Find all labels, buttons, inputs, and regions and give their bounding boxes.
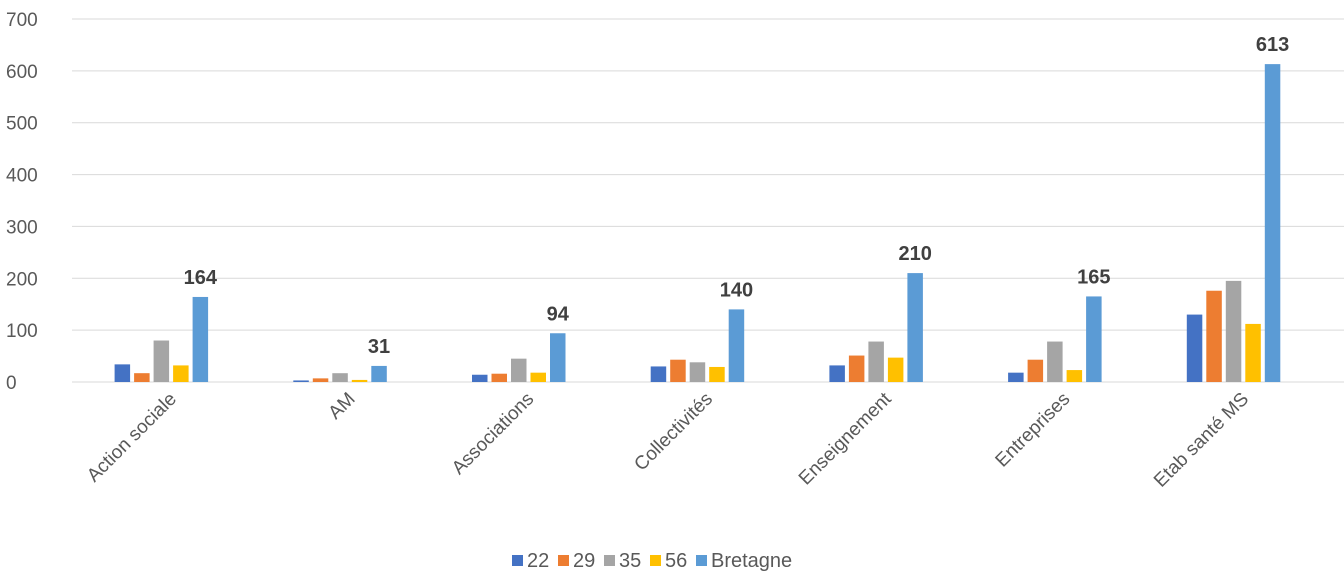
bar-29 (1206, 290, 1222, 382)
bar-35 (1047, 341, 1063, 382)
bar-22 (650, 366, 667, 382)
bar-29 (1027, 359, 1044, 382)
bar-56 (351, 379, 368, 382)
data-label: 31 (368, 336, 390, 358)
data-label: 613 (1256, 34, 1289, 56)
legend-swatch-35 (604, 555, 615, 566)
legend-label: 35 (619, 550, 641, 572)
y-tick-label: 700 (6, 10, 38, 31)
data-label: 140 (720, 279, 753, 301)
x-tick-label: AM (325, 389, 360, 424)
bar-bretagne (371, 365, 387, 382)
legend-label: Bretagne (711, 550, 792, 572)
legend-label: 56 (665, 550, 687, 572)
y-tick-label: 300 (6, 217, 38, 238)
y-tick-label: 500 (6, 114, 38, 135)
data-labels: 1643194140210165613271329 (184, 34, 1290, 358)
x-tick-label: Entreprises (992, 389, 1075, 472)
bar-29 (312, 378, 329, 382)
legend-swatch-56 (650, 555, 661, 566)
legend-label: 29 (573, 550, 595, 572)
bar-56 (530, 372, 546, 382)
bar-bretagne (192, 296, 209, 382)
bar-56 (1066, 370, 1083, 382)
y-axis: 0 100 200 300 400 500 600 700 (6, 10, 38, 394)
bar-29 (491, 373, 507, 382)
bar-bretagne (907, 273, 923, 382)
y-tick-label: 100 (6, 321, 38, 342)
bars (114, 64, 1281, 382)
bar-35 (332, 373, 348, 382)
x-tick-label: Associations (448, 389, 538, 479)
x-axis: Action sociale AM Associations Collectivité… (83, 388, 1253, 492)
bar-56 (709, 366, 725, 382)
bar-35 (868, 341, 884, 382)
bar-bretagne (728, 309, 745, 382)
y-tick-label: 0 (6, 373, 17, 394)
bar-22 (293, 380, 309, 382)
bar-56 (173, 365, 189, 382)
x-tick-label: Etab santé MS (1150, 389, 1253, 492)
x-tick-label: Enseignement (795, 388, 896, 489)
bar-56 (1245, 323, 1261, 382)
bar-22 (472, 374, 488, 382)
y-tick-label: 400 (6, 166, 38, 187)
legend-swatch-22 (512, 555, 523, 566)
bar-35 (1225, 280, 1242, 382)
data-label: 165 (1077, 266, 1110, 288)
y-tick-label: 600 (6, 62, 38, 83)
gridlines (72, 18, 1344, 331)
legend-swatch-29 (558, 555, 569, 566)
data-label: 94 (547, 303, 570, 325)
bar-bretagne (550, 333, 566, 382)
y-tick-label: 200 (6, 269, 38, 290)
x-tick-label: Action sociale (83, 389, 181, 487)
bar-35 (689, 362, 706, 382)
bar-22 (1008, 372, 1024, 382)
x-tick-label: Collectivités (630, 389, 717, 476)
bar-56 (887, 357, 904, 382)
bar-bretagne (1086, 296, 1102, 382)
bar-bretagne (1264, 64, 1281, 382)
legend-label: 22 (527, 550, 549, 572)
legend: 22 29 35 56 Bretagne (512, 550, 792, 572)
bar-29 (670, 359, 686, 382)
data-label: 210 (898, 243, 931, 265)
bar-22 (1186, 314, 1203, 382)
bar-35 (153, 340, 170, 382)
bar-29 (134, 373, 150, 382)
bar-22 (114, 364, 131, 382)
legend-swatch-bretagne (696, 555, 707, 566)
data-label: 164 (184, 267, 218, 289)
bar-29 (848, 355, 865, 382)
bar-35 (511, 358, 527, 382)
bar-22 (829, 365, 845, 382)
